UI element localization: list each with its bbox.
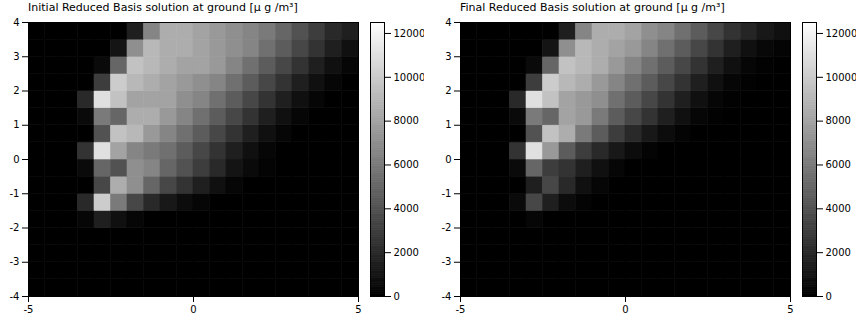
svg-text:10000: 10000 xyxy=(394,72,425,83)
svg-text:10000: 10000 xyxy=(826,72,857,83)
svg-text:0: 0 xyxy=(622,304,628,315)
svg-text:1: 1 xyxy=(445,119,451,130)
svg-text:-5: -5 xyxy=(456,304,466,315)
svg-text:0: 0 xyxy=(13,154,19,165)
svg-text:4000: 4000 xyxy=(394,203,419,214)
svg-text:2: 2 xyxy=(445,85,451,96)
svg-text:-4: -4 xyxy=(442,291,452,302)
svg-text:8000: 8000 xyxy=(394,115,419,126)
svg-text:4000: 4000 xyxy=(826,203,851,214)
svg-text:0: 0 xyxy=(445,154,451,165)
svg-text:2: 2 xyxy=(13,85,19,96)
svg-text:6000: 6000 xyxy=(826,159,851,170)
svg-text:0: 0 xyxy=(826,291,832,302)
svg-text:12000: 12000 xyxy=(394,28,425,39)
svg-text:12000: 12000 xyxy=(826,28,857,39)
svg-text:3: 3 xyxy=(445,51,451,62)
html-text:Initial Reduced Basis solution: Initial Reduced Basis solution at ground… xyxy=(28,1,298,14)
svg-text:5: 5 xyxy=(355,304,361,315)
svg-text:4: 4 xyxy=(445,17,451,28)
svg-text:-4: -4 xyxy=(10,291,20,302)
svg-text:-3: -3 xyxy=(442,256,452,267)
svg-text:-1: -1 xyxy=(442,188,452,199)
svg-text:0: 0 xyxy=(190,304,196,315)
svg-text:5: 5 xyxy=(787,304,793,315)
svg-text:0: 0 xyxy=(394,291,400,302)
svg-text:-5: -5 xyxy=(24,304,34,315)
svg-text:-1: -1 xyxy=(10,188,20,199)
svg-text:4: 4 xyxy=(13,17,19,28)
svg-text:-3: -3 xyxy=(10,256,20,267)
svg-text:6000: 6000 xyxy=(394,159,419,170)
svg-text:8000: 8000 xyxy=(826,115,851,126)
html-text:Final Reduced Basis solution a: Final Reduced Basis solution at ground [… xyxy=(460,1,725,14)
svg-text:3: 3 xyxy=(13,51,19,62)
svg-text:2000: 2000 xyxy=(826,247,851,258)
svg-text:2000: 2000 xyxy=(394,247,419,258)
svg-text:-2: -2 xyxy=(442,222,452,233)
svg-text:1: 1 xyxy=(13,119,19,130)
svg-text:-2: -2 xyxy=(10,222,20,233)
